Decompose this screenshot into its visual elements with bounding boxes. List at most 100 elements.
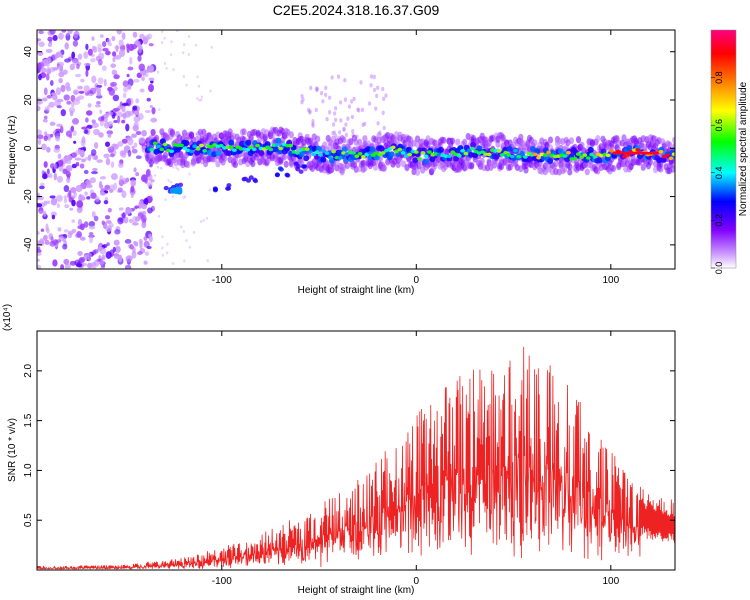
colorbar-tick-label: 0.2 (714, 214, 724, 227)
spectrogram-cell (41, 97, 48, 102)
spectrogram-cell (96, 84, 103, 88)
spectrogram-cell (144, 109, 151, 114)
spectrogram-cell (196, 75, 199, 79)
spectrogram-cell (131, 148, 138, 154)
spectrogram-cell (44, 131, 48, 136)
spectrogram-cell (113, 119, 118, 124)
spectrogram-cell (210, 45, 213, 49)
spectrogram-cell (382, 125, 386, 131)
spectrogram-cell (141, 203, 148, 210)
spectrogram-cell (107, 133, 112, 138)
spectrogram-cell (150, 117, 158, 123)
spectrogram-cell (536, 155, 541, 160)
spectrogram-cell (83, 62, 91, 66)
spectrogram-cell (124, 264, 132, 269)
spectrogram-cell (182, 146, 188, 151)
spectrogram-cell (176, 30, 179, 33)
spectrogram-cell (187, 53, 191, 56)
spectrogram-cell (125, 177, 130, 183)
spectrogram-cell (143, 35, 150, 42)
spectrogram-cell (182, 75, 186, 78)
colorbar-tick-label: 0.6 (714, 119, 724, 132)
spectrogram-cell (38, 30, 45, 35)
spectrogram-cell (62, 69, 68, 75)
spectrogram-cell (108, 88, 116, 96)
spectrogram-cell (73, 140, 77, 144)
spectrogram-cell (70, 125, 75, 132)
spectrogram-cell (60, 109, 66, 117)
spectrogram-cell (208, 188, 212, 192)
spectrogram-cell (394, 149, 399, 154)
spectrogram-cell (283, 160, 289, 168)
spectrogram-cell (99, 259, 105, 266)
spectrogram-cell (337, 156, 343, 160)
spectrogram-cell (55, 239, 62, 243)
spectrogram-cell (75, 184, 83, 193)
spectrogram-cell (503, 150, 508, 155)
spectrogram-cell (64, 204, 70, 209)
spectrogram-cell (350, 114, 354, 120)
spectrogram-cell (346, 116, 350, 121)
spectrogram-cell (547, 136, 554, 144)
spectrogram-cell (115, 44, 119, 53)
spectrogram-cell (112, 246, 116, 253)
spectrogram-cell (500, 134, 506, 142)
spectrogram-cell (321, 99, 325, 104)
spectrogram-cell (470, 146, 475, 151)
spectrogram-cell (60, 264, 65, 269)
spectrogram-cell (331, 149, 336, 154)
spectrogram-cell (370, 153, 376, 157)
spectrogram-cell (79, 196, 86, 201)
spectrogram-cell (111, 69, 118, 76)
spectrogram-cell (83, 221, 89, 228)
spectrogram-cell (50, 133, 54, 138)
spectrogram-cell (546, 150, 551, 155)
spectrogram-cell (572, 156, 578, 161)
spectrogram-cell (363, 121, 367, 127)
spectrogram-cell (92, 167, 98, 172)
spectrogram-cell (160, 166, 163, 170)
spectrogram-cell (183, 140, 190, 147)
spectrogram-cell (97, 58, 103, 66)
spectrogram-cell (144, 251, 150, 256)
spectrogram-cell (183, 43, 186, 47)
spectrogram-cell (658, 149, 664, 154)
spectrogram-cell (178, 150, 184, 158)
spectrogram-cell (248, 175, 254, 180)
spectrogram-cell (138, 201, 142, 210)
spectrogram-cell (48, 101, 55, 108)
spectrogram-cell (141, 220, 147, 229)
spectrogram-cell (532, 139, 538, 147)
spectrogram-cell (56, 175, 64, 183)
spectrogram-cell (413, 150, 419, 154)
spectrogram-cell (78, 90, 85, 94)
spectrogram-cell (381, 86, 385, 92)
spectrogram-cell (93, 141, 99, 149)
spectrogram-cell (542, 153, 548, 157)
spectrogram-cell (55, 194, 63, 202)
spectrogram-cell (314, 107, 318, 113)
spectrogram-cell (46, 62, 50, 68)
spectrogram-cell (40, 67, 47, 73)
spectrogram-cell (93, 128, 100, 136)
spectrogram-cell (332, 130, 336, 135)
spectrogram-cell (43, 234, 48, 241)
spectrogram-cell (334, 117, 338, 123)
spectrogram-cell (124, 239, 132, 244)
spectrogram-cell (54, 99, 61, 107)
spectrogram-cell (39, 185, 45, 190)
spectrogram-cell (532, 152, 538, 157)
spectrogram-cell (496, 149, 502, 153)
spectrogram-cell (72, 130, 77, 136)
spectrogram-cell (49, 121, 56, 126)
spectrogram-cell (311, 123, 315, 128)
spectrogram-cell (146, 97, 151, 102)
spectrogram-cell (343, 97, 347, 102)
spectrogram-cell (38, 41, 45, 48)
spectrogram-cell (324, 151, 330, 155)
spectrogram-cell (83, 85, 91, 93)
spectrogram-panel: -100 0 100 -40 -20 0 20 40 Height of straight l… (7, 29, 676, 296)
spectrogram-cell (85, 43, 89, 51)
spectrogram-cell (112, 57, 116, 63)
